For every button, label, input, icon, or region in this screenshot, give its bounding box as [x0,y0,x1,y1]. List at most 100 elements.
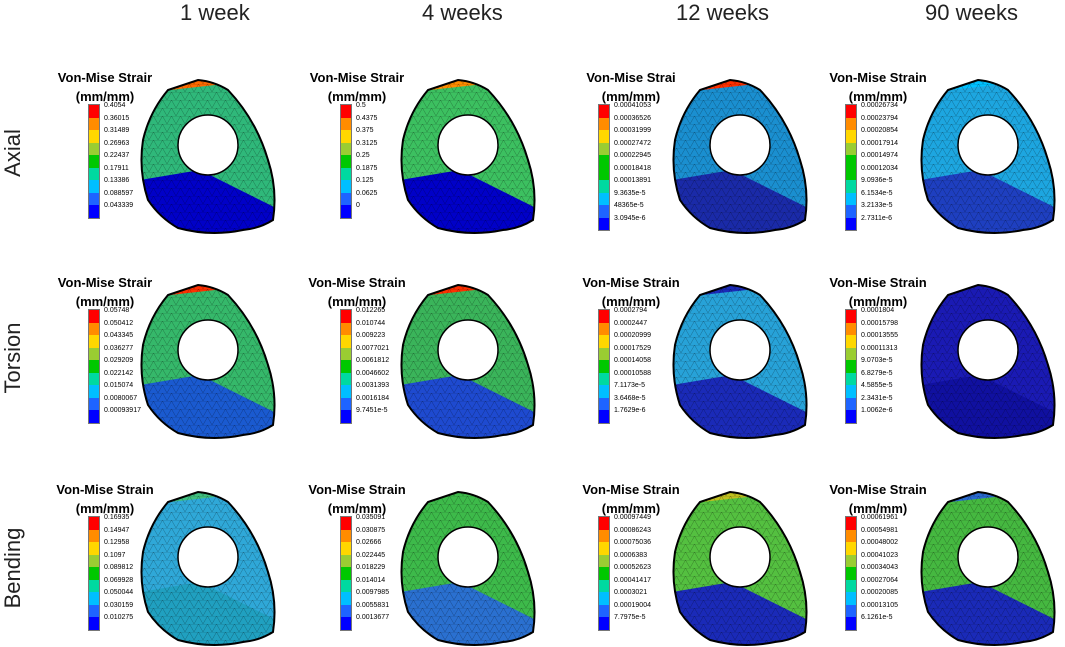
legend-swatch [89,410,99,423]
legend-value: 0.022142 [104,369,134,377]
medullary-hole [437,319,499,381]
legend-color-bar [845,516,857,631]
legend-color-bar [598,516,610,631]
legend-value: 0.16935 [104,514,130,521]
legend-title-line1: Von-Mise Strain [308,482,406,497]
legend-swatch [846,385,856,398]
legend-value: 0.00020999 [614,332,651,339]
legend-swatch [341,385,351,398]
legend-value: 6.1534e-5 [861,189,893,197]
legend-title-line1: Von-Mise Strain [829,275,927,290]
legend-value: 0.0003021 [614,589,648,596]
legend-swatch [599,205,609,218]
legend-value: 0.0002447 [614,319,648,327]
legend-value: 0 [356,202,360,209]
legend-swatch [599,192,609,205]
legend-swatch [599,180,609,193]
legend-value: 0.1097 [104,551,126,559]
legend-value: 9.0703e-5 [861,357,893,364]
bone-mesh-contour [400,78,536,234]
legend-value: 4.5855e-5 [861,382,893,389]
legend-value: 0.010744 [356,319,386,327]
legend-value: 0.0097985 [356,589,390,596]
legend-value: 0.00015798 [861,319,898,327]
legend-swatch [89,180,99,193]
bone-mesh-contour [672,490,808,646]
legend-swatch [89,567,99,580]
legend-value: 0.0077021 [356,344,390,352]
legend-swatch [846,529,856,542]
legend-swatch [341,310,351,323]
legend-swatch [341,117,351,130]
legend-swatch [846,130,856,143]
medullary-hole [177,114,239,176]
column-title-12-weeks: 12 weeks [676,0,769,25]
legend-swatch [89,105,99,118]
legend-swatch [846,117,856,130]
legend-color-bar [88,516,100,631]
legend-value: 0.015074 [104,382,134,389]
legend-swatch [341,517,351,530]
bone-mesh-contour [920,78,1056,234]
legend-swatch [846,167,856,180]
legend-title-units: (mm/mm) [75,89,135,104]
medullary-hole [957,114,1019,176]
legend-color-bar [598,104,610,231]
legend-swatch [89,360,99,373]
bone-mesh-contour [920,490,1056,646]
legend-value: 0.1875 [356,164,378,172]
legend-swatch [846,335,856,348]
legend-swatch [599,310,609,323]
legend-swatch [599,142,609,155]
legend-value: 0.00013891 [614,177,651,184]
legend-swatch [341,592,351,605]
legend-title: Von-Mise Strair (mm/mm) [292,68,422,106]
legend-value: 0.00013555 [861,332,898,339]
medullary-hole [957,319,1019,381]
legend-labels: 0.00026734 0.00023794 0.00020854 0.00017914… [861,100,898,225]
legend-title-line1: Von-Mise Strair [57,275,153,290]
legend-swatch [846,617,856,630]
legend-swatch [599,335,609,348]
legend-value: 0.26963 [104,139,130,147]
row-title-axial: Axial [0,129,25,177]
legend-value: 0.375 [356,127,374,134]
legend-value: 0.00052623 [614,564,651,571]
legend-value: 0.125 [356,177,374,184]
legend-swatch [341,180,351,193]
medullary-hole [177,319,239,381]
legend-value: 0.088597 [104,189,134,197]
legend-value: 0.4054 [104,102,126,109]
legend-swatch [89,130,99,143]
legend-title-units: (mm/mm) [75,294,135,309]
legend-swatch [89,205,99,218]
legend-title: Von-Mise Strain (mm/mm) [292,273,422,311]
legend-value: 0.05748 [104,307,130,314]
legend-value: 0.036277 [104,344,134,352]
legend-value: 0.00075036 [614,539,651,546]
legend-value: 0.0006383 [614,551,648,559]
legend-swatch [599,592,609,605]
legend-value: 0.31489 [104,127,130,134]
legend-swatch [846,554,856,567]
legend-value: 0.0080067 [104,394,138,402]
legend-swatch [89,155,99,168]
legend-value: 0.00041023 [861,551,898,559]
row-title-torsion: Torsion [0,322,25,394]
legend-value: 7.1173e-5 [614,382,646,389]
legend-value: 0.14947 [104,526,130,534]
legend-swatch [846,542,856,555]
legend-value: 1.0062e-6 [861,407,893,414]
legend-swatch [599,554,609,567]
legend-title-units: (mm/mm) [601,294,661,309]
legend-title-line1: Von-Mise Strain [582,275,680,290]
legend-value: 0.029209 [104,357,134,364]
legend-value: 0.02666 [356,539,382,546]
legend-value: 3.0945e-6 [614,214,646,222]
legend-value: 0.5 [356,102,366,109]
legend-title-units: (mm/mm) [327,294,387,309]
legend-value: 9.0936e-5 [861,177,893,184]
legend-value: 0.043345 [104,332,134,339]
legend-value: 0.0016184 [356,394,390,402]
legend-color-bar [340,104,352,219]
